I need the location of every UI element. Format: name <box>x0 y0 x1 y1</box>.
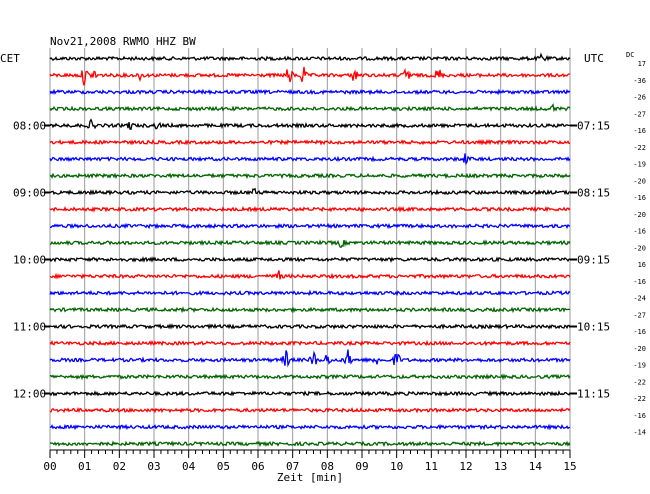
x-tick-label: 14 <box>529 460 543 473</box>
trace-line <box>49 373 571 381</box>
dc-offset-label: -20 <box>633 244 646 252</box>
dc-offset-label: -27 <box>633 110 646 118</box>
trace-line <box>49 118 571 130</box>
right-hour-label: 07:15 <box>577 120 610 133</box>
dc-offset-label: -20 <box>633 177 646 185</box>
x-tick-label: 08 <box>321 460 334 473</box>
trace-line <box>49 205 571 213</box>
right-hour-label: 10:15 <box>577 321 610 334</box>
chart-title: Nov21,2008 RWMO HHZ BW <box>50 35 196 48</box>
x-tick-label: 00 <box>43 460 56 473</box>
dc-offset-label: -16 <box>633 194 646 202</box>
left-hour-label: 10:00 <box>13 254 46 267</box>
right-hour-label: 11:15 <box>577 388 610 401</box>
dc-offset-label: -14 <box>633 429 646 437</box>
right-hour-label: 09:15 <box>577 254 610 267</box>
x-tick-label: 03 <box>147 460 160 473</box>
trace-line <box>49 406 571 414</box>
dc-offset-label: -16 <box>633 228 646 236</box>
x-tick-label: 12 <box>459 460 472 473</box>
utc-label: UTC <box>584 52 604 65</box>
x-tick-label: 04 <box>182 460 196 473</box>
trace-line <box>49 339 571 347</box>
dc-offset-label: -19 <box>633 161 646 169</box>
dc-offset-label: -24 <box>633 295 646 303</box>
x-tick-label: 07 <box>286 460 299 473</box>
x-tick-label: 05 <box>217 460 230 473</box>
x-tick-label: 02 <box>113 460 126 473</box>
trace-line <box>49 440 571 448</box>
trace-line <box>49 256 570 263</box>
x-tick-label: 06 <box>251 460 264 473</box>
trace-line <box>49 88 571 96</box>
trace-line <box>49 172 571 180</box>
dc-offset-label: -26 <box>633 94 646 102</box>
left-hour-label: 08:00 <box>13 120 46 133</box>
dc-offset-label: -16 <box>633 328 646 336</box>
traces-group <box>49 52 571 448</box>
dc-offset-label: 17 <box>638 60 646 68</box>
dc-offset-label: -20 <box>633 345 646 353</box>
x-tick-label: 11 <box>425 460 438 473</box>
trace-line <box>49 323 571 330</box>
trace-line <box>49 103 571 113</box>
dc-offset-label: -19 <box>633 362 646 370</box>
left-hour-label: 12:00 <box>13 388 46 401</box>
trace-line <box>49 270 571 280</box>
trace-line <box>49 423 571 431</box>
dc-offset-label: -22 <box>633 144 646 152</box>
trace-line <box>49 306 571 314</box>
dc-offset-label: 16 <box>638 261 646 269</box>
dc-offset-label: -16 <box>633 412 646 420</box>
trace-line <box>50 222 571 230</box>
trace-line <box>49 187 571 196</box>
trace-line <box>49 239 571 249</box>
x-axis-label: Zeit [min] <box>277 471 343 484</box>
dc-offset-label: -20 <box>633 211 646 219</box>
left-hour-label: 09:00 <box>13 187 46 200</box>
dc-offset-label: -36 <box>633 77 646 85</box>
trace-line <box>49 289 571 297</box>
side-labels: 08:00 09:00 10:00 11:00 12:00 07:15 08:15 09:15… <box>13 60 646 437</box>
x-tick-label: 15 <box>563 460 576 473</box>
dc-offset-label: -16 <box>633 278 646 286</box>
dc-label: DC <box>626 51 634 59</box>
trace-line <box>49 138 571 146</box>
right-hour-label: 08:15 <box>577 187 610 200</box>
dc-offset-label: -27 <box>633 311 646 319</box>
x-tick-label: 13 <box>494 460 507 473</box>
trace-line <box>49 52 571 62</box>
left-hour-label: 11:00 <box>13 321 46 334</box>
x-tick-label: 01 <box>78 460 91 473</box>
trace-line <box>49 66 571 86</box>
trace-line <box>49 349 571 368</box>
dc-offset-label: -22 <box>633 395 646 403</box>
dc-offset-label: -16 <box>633 127 646 135</box>
x-tick-label: 09 <box>355 460 368 473</box>
x-axis: 00 01 02 03 04 05 06 07 08 09 10 11 12 13 14 15 <box>43 449 577 473</box>
trace-line <box>49 390 571 397</box>
grid-lines <box>49 48 571 450</box>
cet-label: CET <box>0 52 20 65</box>
dc-offset-label: -22 <box>633 378 646 386</box>
trace-line <box>49 153 571 166</box>
x-tick-label: 10 <box>390 460 403 473</box>
